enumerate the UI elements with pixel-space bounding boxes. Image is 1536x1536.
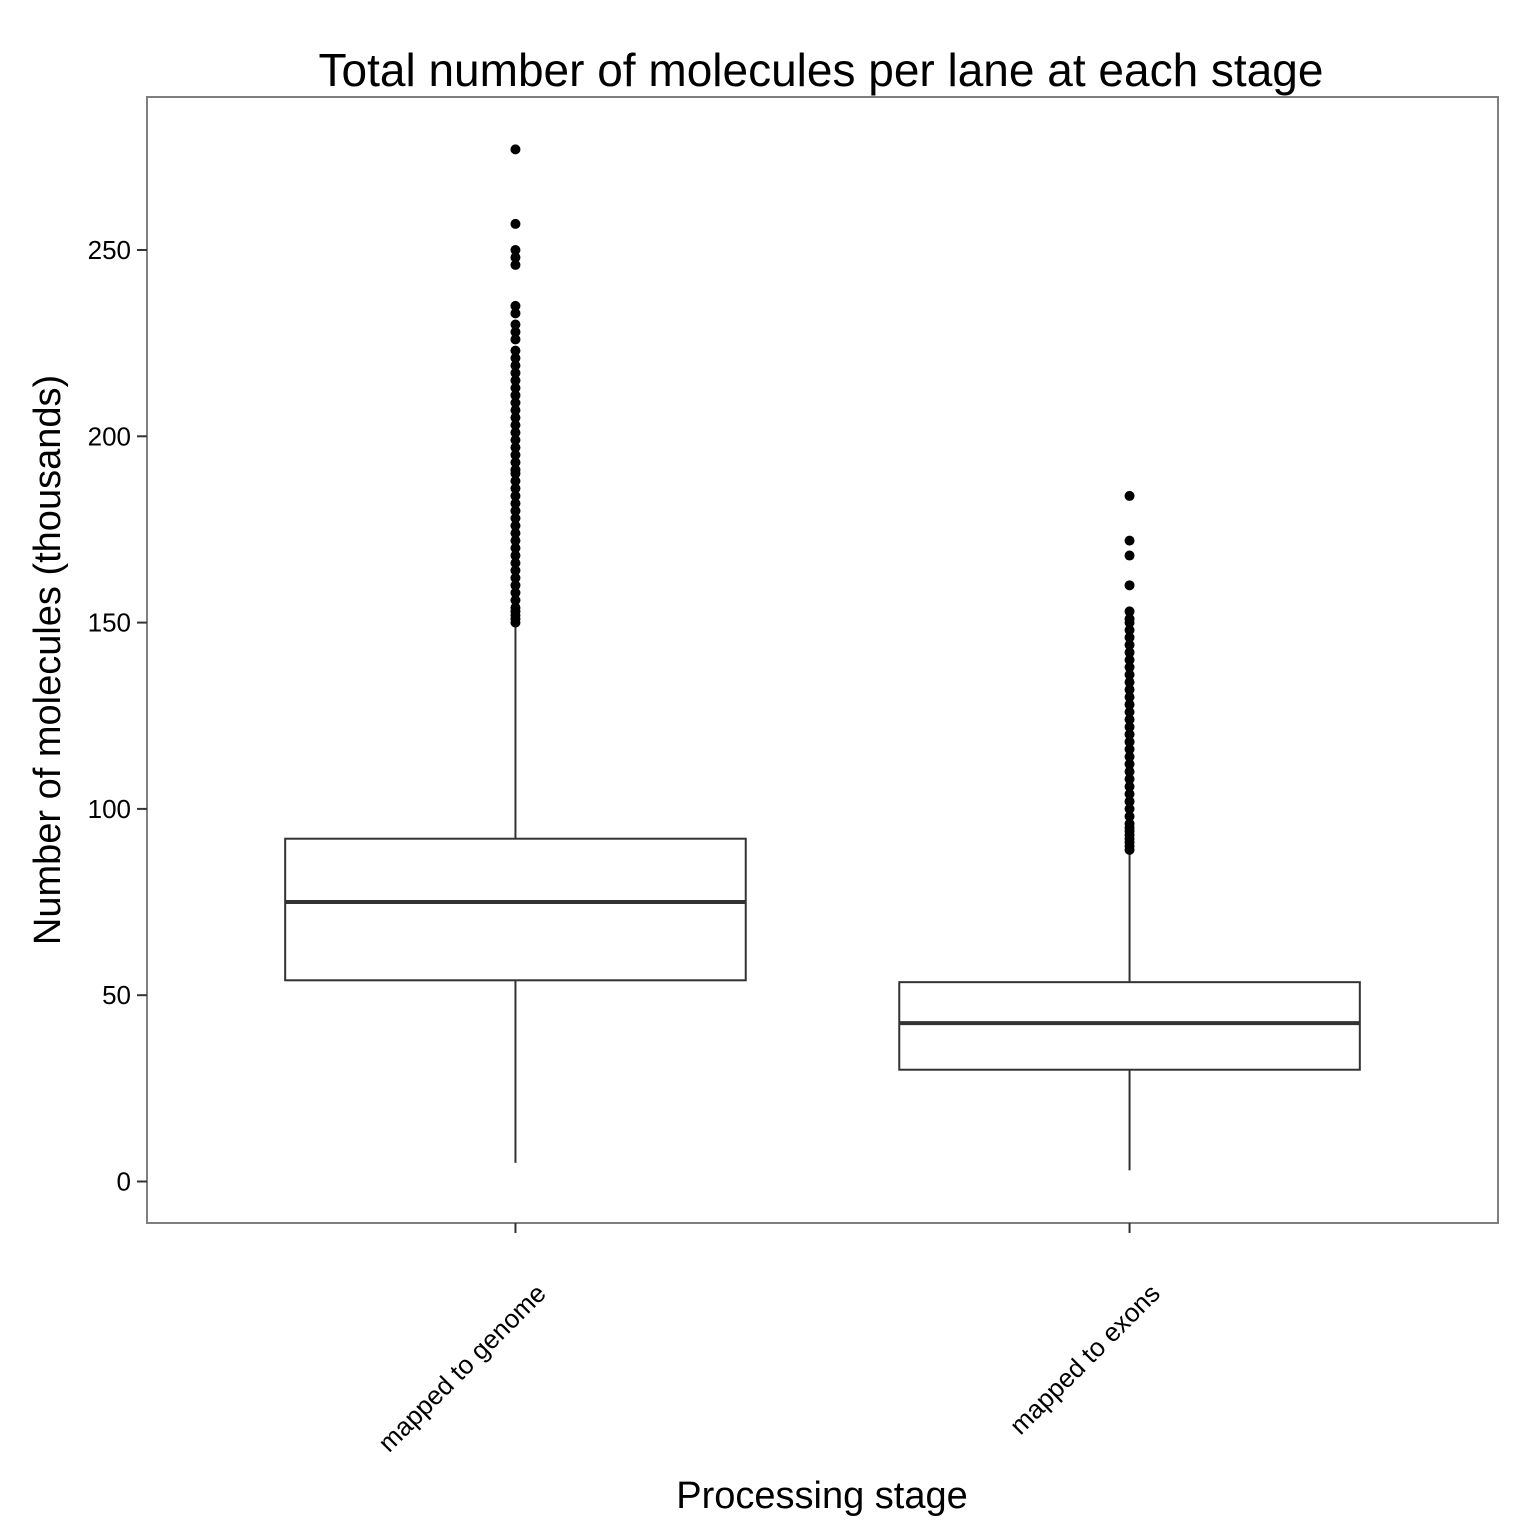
- outlier-point: [1124, 736, 1135, 747]
- outlier-point: [1124, 751, 1135, 762]
- outlier-point: [510, 490, 521, 501]
- outlier-point: [510, 144, 521, 155]
- outlier-point: [510, 513, 521, 524]
- outlier-point: [1124, 707, 1135, 718]
- outlier-point: [510, 528, 521, 539]
- outlier-point: [510, 550, 521, 561]
- outlier-point: [510, 442, 521, 453]
- outlier-point: [510, 535, 521, 546]
- outlier-point: [510, 252, 521, 263]
- outlier-point: [510, 557, 521, 568]
- box-iqr: [284, 837, 747, 982]
- x-tick-label: mapped to genome: [372, 1278, 552, 1458]
- y-axis-title: Number of molecules (thousands): [27, 375, 69, 945]
- outlier-point: [510, 498, 521, 509]
- outlier-point: [510, 457, 521, 468]
- outlier-point: [510, 367, 521, 378]
- outlier-point: [1124, 632, 1135, 643]
- outlier-point: [1124, 811, 1135, 822]
- outlier-point: [510, 390, 521, 401]
- outlier-point: [510, 505, 521, 516]
- outlier-point: [510, 412, 521, 423]
- x-tick-label: mapped to exons: [1004, 1278, 1166, 1440]
- outlier-point: [510, 483, 521, 494]
- outlier-point: [510, 595, 521, 606]
- outlier-point: [510, 449, 521, 460]
- y-tick-label: 250: [88, 235, 131, 265]
- outlier-point: [510, 334, 521, 345]
- outlier-point: [510, 375, 521, 386]
- outlier-point: [1124, 788, 1135, 799]
- y-tick-label: 100: [88, 794, 131, 824]
- outlier-point: [510, 345, 521, 356]
- outlier-point: [1124, 692, 1135, 703]
- outlier-point: [510, 543, 521, 554]
- outlier-point: [1124, 759, 1135, 770]
- outlier-point: [510, 308, 521, 319]
- outlier-point: [1124, 625, 1135, 636]
- outlier-point: [1124, 699, 1135, 710]
- outlier-point: [1124, 729, 1135, 740]
- outlier-point: [1124, 721, 1135, 732]
- outlier-point: [510, 360, 521, 371]
- outlier-point: [1124, 535, 1135, 546]
- x-axis-title: Processing stage: [676, 1475, 968, 1517]
- outlier-point: [1124, 714, 1135, 725]
- outlier-point: [510, 382, 521, 393]
- outlier-point: [1124, 818, 1135, 829]
- outlier-point: [510, 464, 521, 475]
- outlier-point: [1124, 766, 1135, 777]
- outlier-point: [510, 435, 521, 446]
- outlier-point: [510, 218, 521, 229]
- outlier-point: [510, 602, 521, 613]
- outlier-point: [1124, 669, 1135, 680]
- outlier-point: [1124, 606, 1135, 617]
- y-tick-label: 200: [88, 421, 131, 451]
- outlier-point: [1124, 796, 1135, 807]
- y-axis: 0 50 100 150 200 250: [88, 235, 147, 1197]
- x-axis: mapped to genome mapped to exons: [372, 1223, 1166, 1458]
- outlier-point: [510, 405, 521, 416]
- outlier-point: [1124, 774, 1135, 785]
- outlier-point: [510, 420, 521, 431]
- outlier-point: [510, 427, 521, 438]
- outlier-point: [510, 587, 521, 598]
- outlier-point: [1124, 803, 1135, 814]
- outlier-point: [1124, 684, 1135, 695]
- outlier-point: [1124, 662, 1135, 673]
- outlier-point: [510, 572, 521, 583]
- outlier-point: [1124, 647, 1135, 658]
- outlier-point: [510, 319, 521, 330]
- outlier-point: [1124, 550, 1135, 561]
- outlier-point: [1124, 639, 1135, 650]
- outlier-point: [1124, 744, 1135, 755]
- outlier-point: [510, 476, 521, 487]
- y-tick-label: 50: [102, 980, 131, 1010]
- y-tick-label: 0: [117, 1167, 131, 1197]
- box-iqr: [898, 981, 1361, 1071]
- box-group: [284, 144, 747, 1163]
- outlier-point: [510, 397, 521, 408]
- outlier-point: [1124, 490, 1135, 501]
- outlier-point: [1124, 781, 1135, 792]
- outlier-point: [1124, 677, 1135, 688]
- outlier-point: [510, 520, 521, 531]
- chart-title: Total number of molecules per lane at ea…: [319, 44, 1324, 96]
- outlier-point: [1124, 613, 1135, 624]
- y-tick-label: 150: [88, 608, 131, 638]
- outlier-point: [510, 580, 521, 591]
- outlier-point: [510, 300, 521, 311]
- outlier-point: [510, 326, 521, 337]
- outlier-point: [510, 353, 521, 364]
- outlier-point: [510, 245, 521, 255]
- outlier-point: [510, 565, 521, 576]
- outlier-point: [510, 259, 521, 270]
- box-group: [898, 490, 1361, 1171]
- outlier-point: [1124, 654, 1135, 665]
- outlier-point: [1124, 580, 1135, 591]
- boxes-layer: [284, 144, 1361, 1171]
